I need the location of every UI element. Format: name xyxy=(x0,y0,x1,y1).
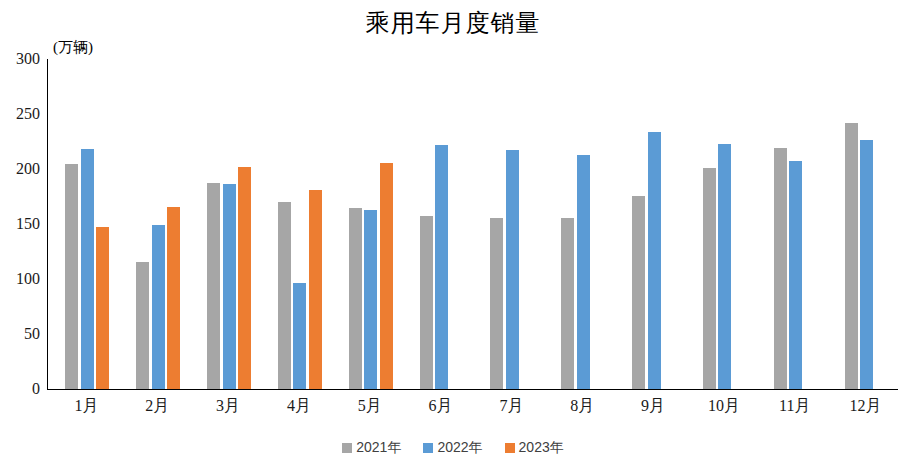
bar-2021年-5月 xyxy=(349,208,362,389)
x-axis-tick-label: 4月 xyxy=(264,396,334,417)
x-axis-tick-label: 2月 xyxy=(122,396,192,417)
bar-2022年-12月 xyxy=(860,140,873,389)
legend-swatch xyxy=(342,443,352,453)
y-axis-unit-label: (万辆) xyxy=(53,38,93,57)
y-axis-tick-label: 100 xyxy=(0,270,40,288)
bar-2021年-6月 xyxy=(420,216,433,389)
bar-2022年-8月 xyxy=(577,155,590,389)
x-axis-tick-label: 10月 xyxy=(689,396,759,417)
plot-area xyxy=(47,59,898,390)
bar-2022年-10月 xyxy=(718,144,731,389)
bar-2022年-6月 xyxy=(435,145,448,389)
bar-2021年-9月 xyxy=(632,196,645,389)
legend-swatch xyxy=(505,443,515,453)
bar-2023年-2月 xyxy=(167,207,180,389)
bar-2021年-2月 xyxy=(136,262,149,389)
legend-label: 2023年 xyxy=(519,439,564,457)
bar-2022年-11月 xyxy=(789,161,802,389)
x-axis-tick-label: 1月 xyxy=(51,396,121,417)
y-axis-tick-label: 0 xyxy=(0,380,40,398)
bar-2023年-1月 xyxy=(96,227,109,389)
x-axis-tick-label: 7月 xyxy=(476,396,546,417)
x-axis-tick-label: 11月 xyxy=(760,396,830,417)
y-axis-tick-label: 150 xyxy=(0,215,40,233)
bar-2022年-9月 xyxy=(648,132,661,389)
y-axis-tick-label: 50 xyxy=(0,325,40,343)
legend-item-2022年: 2022年 xyxy=(423,439,482,457)
legend-swatch xyxy=(423,443,433,453)
legend-item-2021年: 2021年 xyxy=(342,439,401,457)
chart-title: 乘用车月度销量 xyxy=(0,7,906,39)
bar-2022年-7月 xyxy=(506,150,519,389)
bar-2021年-8月 xyxy=(561,218,574,389)
bar-2023年-5月 xyxy=(380,163,393,389)
bar-2022年-1月 xyxy=(81,149,94,389)
bar-2021年-4月 xyxy=(278,202,291,389)
chart-container: 乘用车月度销量 (万辆) 0 50 100 150 200 250 300 1月2月3月4月… xyxy=(0,0,906,463)
x-axis-tick-label: 8月 xyxy=(547,396,617,417)
y-axis-tick-label: 250 xyxy=(0,105,40,123)
bar-2022年-5月 xyxy=(364,210,377,389)
bar-2021年-3月 xyxy=(207,183,220,389)
legend-label: 2021年 xyxy=(356,439,401,457)
x-axis-tick-label: 6月 xyxy=(406,396,476,417)
bar-2022年-3月 xyxy=(223,184,236,389)
bar-2023年-4月 xyxy=(309,190,322,389)
x-axis-tick-label: 9月 xyxy=(618,396,688,417)
y-axis-tick-label: 300 xyxy=(0,50,40,68)
bar-2021年-11月 xyxy=(774,148,787,389)
bar-2021年-7月 xyxy=(490,218,503,389)
legend-item-2023年: 2023年 xyxy=(505,439,564,457)
legend: 2021年 2022年 2023年 xyxy=(0,439,906,457)
bar-2023年-3月 xyxy=(238,167,251,389)
bar-2022年-2月 xyxy=(152,225,165,389)
y-axis-tick-label: 200 xyxy=(0,160,40,178)
bar-2021年-12月 xyxy=(845,123,858,389)
x-axis-tick-label: 3月 xyxy=(193,396,263,417)
bar-2022年-4月 xyxy=(293,283,306,389)
legend-label: 2022年 xyxy=(437,439,482,457)
x-axis-tick-label: 5月 xyxy=(335,396,405,417)
bar-2021年-1月 xyxy=(65,164,78,389)
bar-2021年-10月 xyxy=(703,168,716,389)
x-axis-tick-label: 12月 xyxy=(831,396,901,417)
